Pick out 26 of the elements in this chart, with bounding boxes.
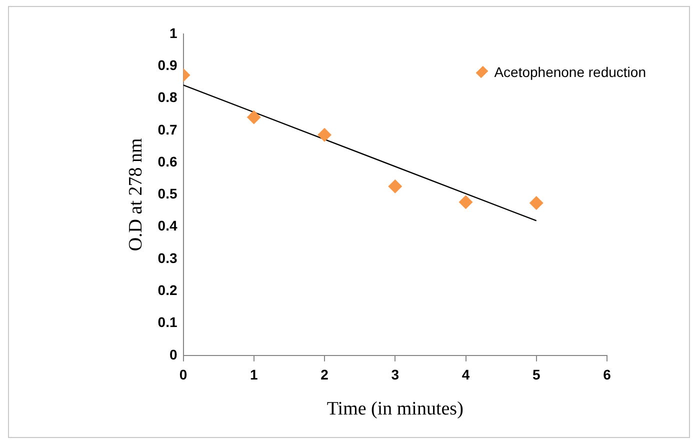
point	[388, 179, 402, 194]
x-tick-label: 5	[532, 366, 540, 383]
y-axis-title: O.D at 278 nm	[125, 138, 146, 252]
x-tick-label: 1	[250, 366, 258, 383]
x-tick-label: 6	[603, 366, 612, 383]
y-tick-label: 0.1	[158, 314, 178, 330]
y-tick-label: 0.2	[158, 282, 178, 298]
y-tick-label: 0.6	[158, 153, 178, 170]
y-tick-label: 0.3	[158, 250, 178, 266]
x-tick-label: 2	[320, 366, 329, 383]
point	[458, 195, 473, 210]
y-tick-label: 0.5	[158, 186, 178, 202]
y-tick-label: 1	[169, 24, 178, 41]
y-tick-label: 0	[169, 346, 178, 362]
y-tick-label: 0.7	[158, 121, 178, 138]
point	[318, 128, 332, 142]
x-axis-title: Time (in minutes)	[326, 398, 464, 420]
y-tick-label: 0.4	[158, 218, 178, 234]
y-tick-label: 0.8	[158, 89, 178, 106]
x-tick-label: 4	[462, 366, 470, 383]
legend-label: Acetophenone reduction	[494, 64, 646, 80]
point	[246, 110, 261, 124]
point	[529, 196, 544, 210]
x-tick-label: 0	[179, 366, 188, 383]
x-tick-label: 3	[391, 366, 400, 383]
y-tick-label: 0.9	[158, 57, 178, 73]
